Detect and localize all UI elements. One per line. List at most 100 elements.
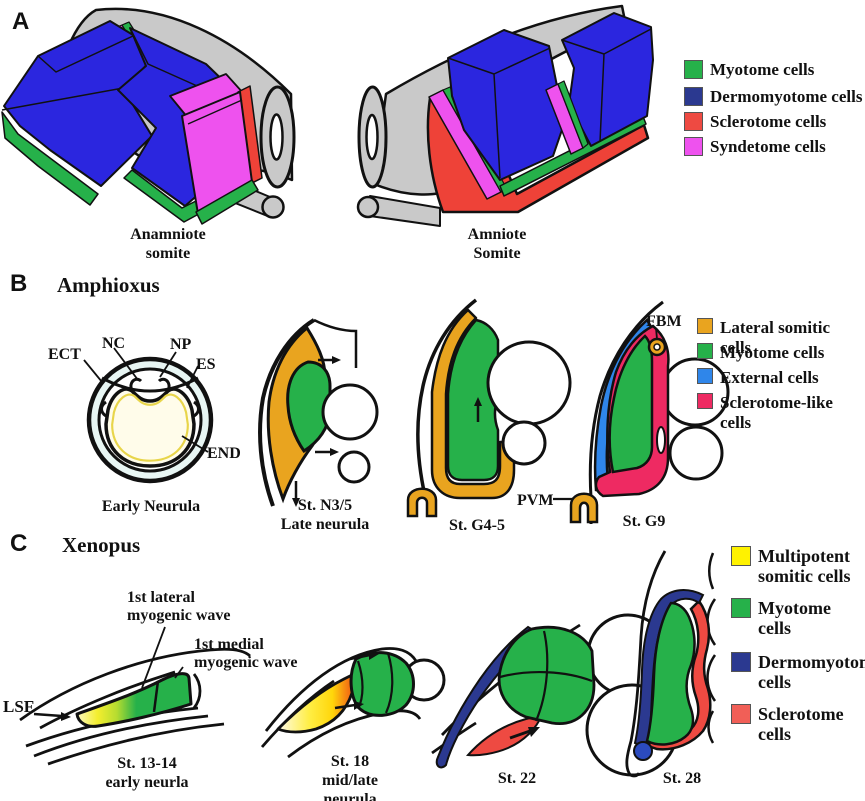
myotome-region (446, 318, 500, 482)
stage-22-caption: St. 22 (497, 770, 537, 787)
legend-c-multipotent: Multipotent somitic cells (731, 546, 850, 586)
somite-notches (100, 400, 200, 418)
notochord-end (261, 195, 285, 219)
label-fbm: FBM (646, 313, 682, 330)
sclerotome-swatch (731, 704, 751, 724)
leader-lines (141, 626, 184, 689)
fbm-ring-center (653, 343, 661, 351)
notochord-end (356, 195, 380, 219)
amniote-somite-drawing (356, 4, 654, 227)
legend-label: Sclerotome-like cells (720, 393, 833, 432)
legend-c-myotome: Myotome cells (731, 598, 831, 638)
body-outline-left (625, 550, 667, 778)
legend-a-syndetome: Syndetome cells (684, 137, 826, 157)
panel-b-letter: B (10, 270, 28, 297)
sclerotome-slit (656, 426, 666, 454)
legend-label: Lateral somitic cells (720, 318, 830, 357)
stage-13-14-drawing (19, 626, 251, 766)
label-es: ES (196, 356, 216, 373)
endoderm-body (104, 387, 196, 468)
legend-c-dermomyotome: Dermomyotome cells (731, 652, 865, 692)
legend-label: Dermomyotome cells (758, 652, 865, 693)
syndetome-swatch (684, 137, 703, 156)
legend-c-sclerotome: Sclerotome cells (731, 704, 844, 744)
legend-b-lateral-somitic: Lateral somitic cells (697, 318, 865, 357)
legend-label: Dermomyotome cells (710, 87, 863, 106)
legend-b-myotome: Myotome cells (697, 343, 824, 363)
neural-crest-curls (129, 377, 171, 392)
somite-boundary (152, 680, 160, 713)
myotome-region (286, 360, 332, 454)
panel-c-letter: C (10, 530, 28, 557)
legend-label: Sclerotome cells (758, 704, 844, 745)
legend-label: Myotome cells (720, 343, 825, 362)
stage-13-14-caption: St. 13-14 early neurla (105, 755, 189, 791)
anamniote-somite-drawing (1, 7, 296, 225)
late-neurula-drawing (258, 318, 379, 507)
panel-c-title: Xenopus (62, 533, 141, 557)
stage-28-caption: St. 28 (662, 770, 702, 787)
migration-arrow (474, 397, 482, 422)
myotome-base-3 (195, 179, 259, 225)
legend-label: Multipotent somitic cells (758, 546, 851, 587)
legend-label: Myotome cells (758, 598, 831, 639)
stage-g45-drawing (406, 298, 572, 518)
legend-label: Sclerotome cells (710, 112, 827, 131)
pvm-arch (569, 492, 599, 524)
ventral-blue-blob (633, 741, 653, 761)
label-medial-wave: 1st medial myogenic wave (194, 636, 298, 671)
lateral-somitic-swatch (697, 318, 713, 334)
stage-g9-caption: St. G9 (622, 513, 666, 530)
sclerotome-swatch (684, 112, 703, 131)
notochord-rod (369, 195, 441, 227)
myotome-swatch (697, 343, 713, 359)
stage-22-drawing (431, 613, 679, 777)
amniote-caption: Amniote Somite (467, 226, 527, 262)
stage-g9-drawing (553, 300, 730, 524)
body-outline (416, 298, 478, 497)
label-nc: NC (102, 335, 126, 352)
anamniote-caption: Anamniote somite (130, 226, 206, 262)
notochord-arc (501, 420, 547, 466)
lsf-arrow (33, 712, 71, 721)
label-pvm: PVM (517, 492, 554, 509)
legend-a-myotome: Myotome cells (684, 60, 814, 80)
notochord-arc (337, 450, 371, 484)
dermomyotome-swatch (731, 652, 751, 672)
myotome-region (608, 334, 654, 474)
late-neurula-caption: St. N3/5 Late neurula (280, 497, 370, 533)
stage-g45-caption: St. G4-5 (449, 517, 505, 534)
dermomyotome-block-1 (3, 20, 153, 187)
legend-label: Myotome cells (710, 60, 815, 79)
early-neurula-drawing (83, 347, 214, 484)
myotome-groove (557, 80, 589, 149)
stage-28-drawing (625, 550, 717, 778)
early-neurula-caption: Early Neurula (101, 498, 201, 515)
body-outline (588, 300, 664, 524)
sclerotome-like-swatch (697, 393, 713, 409)
fbm-leader-line (655, 327, 658, 340)
myotome-blob (349, 651, 415, 717)
notochord-arc (668, 425, 724, 481)
label-np: NP (170, 336, 192, 353)
endoderm-yellow-line (111, 393, 189, 462)
label-lsf: LSF (3, 697, 35, 716)
legend-label: External cells (720, 368, 819, 387)
stage-18-caption: St. 18 mid/late neurula (322, 753, 378, 801)
neural-tube-lumen (269, 113, 284, 161)
legend-a-dermomyotome: Dermomyotome cells (684, 87, 862, 107)
dermomyotome-block-2 (561, 12, 654, 147)
external-cells-swatch (697, 368, 713, 384)
label-end: END (207, 445, 241, 462)
neural-tube-lumen (365, 113, 379, 161)
panel-a-letter: A (12, 8, 30, 35)
leader-lines (83, 347, 209, 453)
myotome-swatch (684, 60, 703, 79)
legend-b-external: External cells (697, 368, 819, 388)
pvm-arch (406, 487, 438, 518)
legend-label: Syndetome cells (710, 137, 826, 156)
body-outline (258, 318, 316, 507)
migration-arrow (509, 727, 540, 740)
label-ect: ECT (48, 346, 81, 363)
